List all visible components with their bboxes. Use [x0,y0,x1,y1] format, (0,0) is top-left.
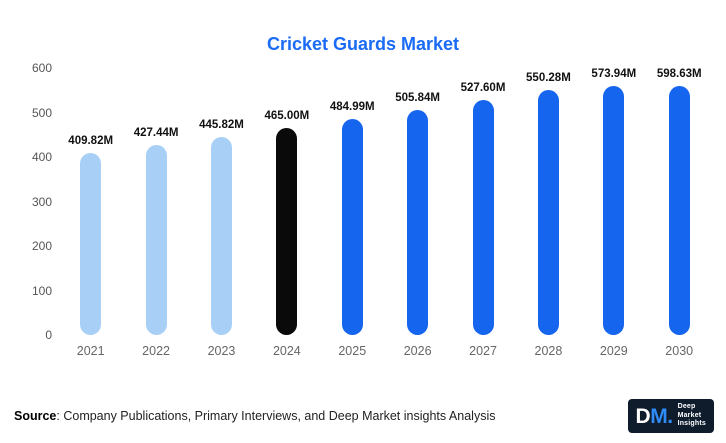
logo-word-insights: Insights [677,420,706,428]
bar-value-label: 445.82M [199,118,244,131]
bar-2027 [472,100,494,335]
y-axis-tick-label: 200 [31,239,52,253]
bar-2030 [668,86,690,335]
bar-2023 [210,136,232,335]
x-axis-tick-label: 2024 [272,344,301,358]
bar-column: 484.99M 2025 [320,68,384,358]
bar-value-label: 505.84M [395,91,441,104]
logo-letter-d: D [635,404,651,428]
x-axis-tick-label: 2026 [403,344,432,358]
plot-area: 409.82M 2021 427.44M 2022 445.82M 2023 465.00M… [58,68,712,358]
x-axis-tick-label: 2023 [207,344,236,358]
bar-2025 [341,119,363,335]
y-axis-tick-label: 500 [31,105,52,120]
bar-chart: 0 100 200 300 400 500 600 409.82M 2021 427.44M 20… [26,61,712,358]
bar-column: 505.84M 2026 [386,68,450,358]
x-axis-tick-label: 2025 [338,344,367,358]
bar-value-label: 573.94M [591,68,637,80]
source-text: : Company Publications, Primary Intervie… [56,409,496,423]
x-axis-tick-label: 2027 [469,344,497,358]
dmi-logo-wordmark: Deep Market Insights [678,403,706,429]
y-axis-tick-label: 300 [31,194,52,209]
bar-value-label: 527.60M [460,82,506,95]
bar-value-label: 465.00M [264,110,310,123]
footer: Source: Company Publications, Primary In… [14,399,714,433]
x-axis-tick-label: 2029 [599,344,628,358]
chart-title: Cricket Guards Market [266,34,460,54]
bar-column: 445.82M 2023 [189,68,253,358]
x-axis-tick-label: 2022 [142,344,170,358]
bar-2026 [407,109,429,335]
source-label: Source [14,409,57,423]
bar-value-label: 427.44M [133,126,179,139]
bar-column: 409.82M 2021 [59,68,123,358]
bar-2028 [537,90,559,335]
logo-dot: . [667,404,673,428]
bar-2024 [276,128,298,335]
source-note: Source: Company Publications, Primary In… [14,409,495,423]
x-axis-tick-label: 2030 [665,344,694,358]
logo-letter-m: M [650,404,668,428]
x-axis-tick-label: 2028 [534,344,563,358]
dmi-logo: DM. Deep Market Insights [627,399,714,433]
bar-column: 427.44M 2022 [124,68,188,358]
y-axis-tick-label: 100 [31,283,52,298]
bar-column: 527.60M 2027 [451,68,515,358]
y-axis-tick-label: 400 [31,150,52,164]
bar-column: 573.94M 2029 [582,68,646,358]
bar-column: 550.28M 2028 [516,68,580,358]
bar-column: 465.00M 2024 [255,68,319,358]
dmi-logo-monogram: DM. [635,404,674,428]
bar-2021 [80,152,102,335]
bar-2029 [603,86,625,335]
bar-column: 598.63M 2030 [647,68,711,358]
logo-word-market: Market [677,411,702,419]
logo-word-deep: Deep [677,402,696,410]
y-axis-tick-label: 0 [45,328,52,342]
y-axis: 0 100 200 300 400 500 600 [26,61,58,342]
bar-value-label: 409.82M [68,134,114,147]
x-axis-tick-label: 2021 [76,344,105,358]
bar-2022 [145,144,167,335]
bar-value-label: 550.28M [526,72,571,85]
y-axis-tick-label: 600 [31,61,52,75]
bar-value-label: 598.63M [656,68,702,80]
bar-value-label: 484.99M [329,101,375,114]
